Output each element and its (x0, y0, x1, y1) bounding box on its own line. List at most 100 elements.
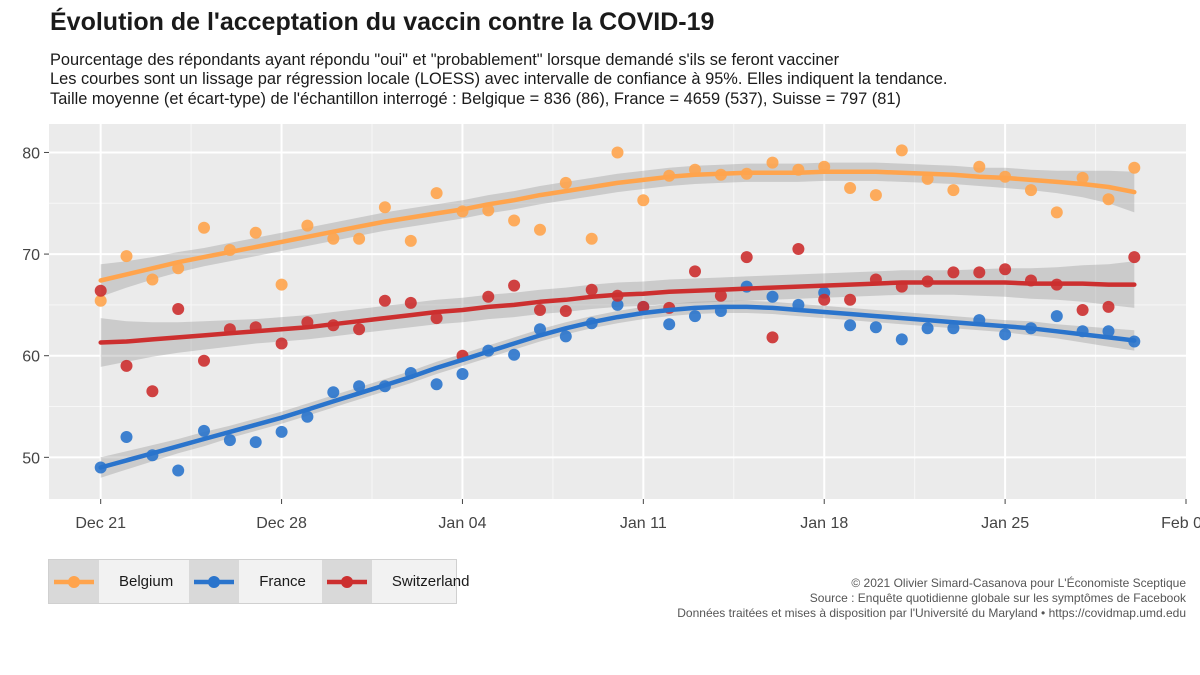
x-tick-label: Jan 11 (620, 515, 667, 532)
y-tick-label: 60 (22, 349, 40, 366)
data-point-belgium (1050, 206, 1063, 219)
data-point-switzerland (1076, 304, 1089, 316)
subtitle-line-3: Taille moyenne (et écart-type) de l'écha… (50, 90, 901, 108)
trend-line-switzerland (98, 280, 1137, 345)
x-tick-label: Jan 04 (438, 515, 486, 532)
data-point-france (456, 368, 469, 380)
data-point-belgium (1128, 161, 1141, 174)
data-point-switzerland (585, 283, 598, 296)
caption: © 2021 Olivier Simard-Casanova pour L'Éc… (677, 576, 1186, 621)
data-point-france (1102, 325, 1115, 338)
x-tick-label: Dec 21 (75, 515, 126, 532)
data-point-belgium (585, 232, 598, 245)
data-point-france (249, 436, 262, 449)
legend-item-belgium: Belgium (49, 560, 189, 603)
data-point-switzerland (792, 243, 805, 255)
data-point-belgium (559, 176, 572, 189)
data-point-france (223, 434, 236, 447)
data-point-switzerland (534, 304, 546, 316)
subtitle-line-2: Les courbes sont un lissage par régressi… (50, 70, 948, 88)
data-point-france (844, 319, 857, 332)
x-tick-label: Dec 28 (256, 515, 307, 532)
data-point-france (430, 378, 443, 391)
legend-label-belgium: Belgium (119, 573, 174, 590)
data-point-belgium (637, 194, 650, 207)
data-point-switzerland (766, 331, 779, 344)
data-point-switzerland (999, 263, 1012, 276)
data-point-belgium (172, 262, 185, 275)
data-point-belgium (895, 144, 908, 157)
plot: 50 60 70 80 Dec 21 Dec 28 Jan 04 Jan 11 Jan 18 Ja… (22, 124, 1200, 532)
data-point-france (353, 380, 366, 393)
x-tick-label: Jan 25 (981, 515, 1029, 532)
data-point-france (275, 425, 288, 438)
data-point-belgium (508, 214, 521, 227)
trend-line-france (98, 304, 1137, 470)
data-point-belgium (869, 189, 882, 202)
data-point-belgium (353, 232, 366, 245)
data-point-switzerland (637, 300, 650, 313)
data-point-france (327, 386, 340, 399)
data-point-belgium (534, 223, 546, 236)
data-point-france (611, 298, 624, 311)
data-point-belgium (249, 226, 262, 239)
y-tick-label: 50 (22, 450, 40, 467)
data-point-switzerland (120, 359, 133, 372)
legend-item-france: France (189, 560, 322, 603)
data-point-belgium (430, 187, 443, 200)
data-point-france (663, 318, 676, 331)
chart-title: Évolution de l'acceptation du vaccin con… (50, 8, 715, 36)
data-point-switzerland (172, 303, 185, 315)
data-point-france (766, 290, 779, 303)
data-point-switzerland (844, 293, 857, 306)
legend-label-switzerland: Switzerland (391, 573, 470, 590)
data-point-belgium (146, 273, 159, 286)
data-point-belgium (611, 146, 624, 159)
data-point-belgium (275, 278, 288, 291)
data-point-belgium (1025, 184, 1037, 197)
legend-key-switzerland (321, 560, 372, 603)
data-point-switzerland (508, 279, 521, 292)
data-point-belgium (198, 221, 210, 234)
data-point-belgium (120, 250, 133, 263)
data-point-switzerland (818, 293, 831, 306)
data-point-switzerland (404, 296, 417, 309)
data-point-france (172, 464, 185, 477)
data-point-switzerland (430, 312, 443, 325)
legend-item-switzerland: Switzerland (321, 560, 486, 603)
x-tick-label: Jan 18 (800, 515, 848, 532)
data-point-switzerland (353, 323, 366, 336)
data-point-switzerland (482, 290, 495, 303)
data-point-switzerland (559, 305, 572, 317)
data-point-belgium (1076, 171, 1089, 184)
y-tick-label: 80 (22, 145, 40, 162)
trend-line-belgium (98, 169, 1137, 283)
data-point-belgium (327, 232, 340, 245)
data-point-france (1050, 310, 1063, 323)
data-point-belgium (94, 294, 107, 307)
data-point-switzerland (689, 265, 701, 278)
data-point-france (120, 431, 133, 443)
data-point-switzerland (146, 385, 159, 398)
data-point-france (869, 321, 882, 334)
data-point-belgium (844, 182, 857, 194)
data-point-belgium (301, 219, 314, 232)
data-point-france (198, 424, 210, 437)
y-tick-label: 70 (22, 247, 40, 264)
subtitle-line-1: Pourcentage des répondants ayant répondu… (50, 51, 840, 69)
data-point-france (947, 322, 960, 335)
data-point-france (301, 410, 314, 423)
data-point-switzerland (947, 266, 960, 279)
plot-panel (49, 124, 1186, 499)
data-point-switzerland (1102, 300, 1115, 313)
caption-line-3: Données traitées et mises à disposition … (677, 606, 1186, 620)
axes: 50 60 70 80 Dec 21 Dec 28 Jan 04 Jan 11 Jan 18 Ja… (22, 145, 1200, 532)
legend-key-france (189, 560, 240, 603)
data-point-switzerland (378, 294, 391, 307)
caption-line-1: © 2021 Olivier Simard-Casanova pour L'Éc… (851, 576, 1186, 590)
data-point-belgium (947, 184, 960, 197)
data-point-belgium (404, 234, 417, 247)
data-point-france (921, 322, 934, 335)
data-point-france (895, 333, 908, 346)
data-point-france (689, 310, 701, 323)
